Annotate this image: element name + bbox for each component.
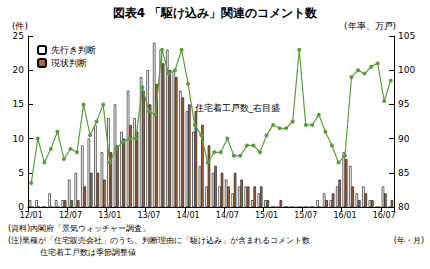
svg-text:図表4 「駆け込み」関連のコメント数: 図表4 「駆け込み」関連のコメント数 — [113, 6, 319, 20]
svg-text:5: 5 — [18, 168, 24, 178]
svg-text:13/01: 13/01 — [98, 211, 121, 220]
svg-text:15: 15 — [13, 99, 24, 109]
svg-text:0: 0 — [18, 202, 24, 212]
svg-text:14/07: 14/07 — [216, 211, 239, 220]
svg-text:12/01: 12/01 — [20, 211, 43, 220]
svg-text:12/07: 12/07 — [59, 211, 82, 220]
svg-text:105: 105 — [398, 31, 415, 41]
svg-text:(件): (件) — [12, 21, 28, 31]
svg-text:16/01: 16/01 — [333, 211, 356, 220]
svg-text:(年率、万戸): (年率、万戸) — [344, 21, 396, 31]
svg-text:13/07: 13/07 — [137, 211, 160, 220]
svg-text:95: 95 — [398, 99, 409, 109]
svg-text:(年・月): (年・月) — [394, 236, 424, 245]
svg-text:16/07: 16/07 — [373, 211, 396, 220]
svg-text:(注)業種が「住宅販売会社」のうち、判断理由に「駆け込み」が: (注)業種が「住宅販売会社」のうち、判断理由に「駆け込み」が含まれるコメント数 — [8, 236, 310, 245]
svg-text:10: 10 — [13, 134, 25, 144]
svg-text:(資料)内閣府「景気ウォッチャー調査」: (資料)内閣府「景気ウォッチャー調査」 — [8, 224, 150, 233]
svg-text:80: 80 — [398, 202, 410, 212]
svg-text:25: 25 — [13, 31, 24, 41]
svg-text:住宅着工戸数は季節調整値: 住宅着工戸数は季節調整値 — [40, 248, 136, 257]
svg-text:15/01: 15/01 — [255, 211, 278, 220]
svg-text:90: 90 — [398, 134, 410, 144]
svg-text:100: 100 — [398, 65, 415, 75]
svg-text:85: 85 — [398, 168, 409, 178]
svg-text:住宅着工戸数_右目盛: 住宅着工戸数_右目盛 — [195, 103, 281, 113]
svg-text:14/01: 14/01 — [177, 211, 200, 220]
svg-text:20: 20 — [13, 65, 25, 75]
svg-text:先行き判断: 先行き判断 — [51, 45, 96, 55]
svg-text:15/07: 15/07 — [294, 211, 317, 220]
svg-text:現状判断: 現状判断 — [51, 58, 87, 68]
